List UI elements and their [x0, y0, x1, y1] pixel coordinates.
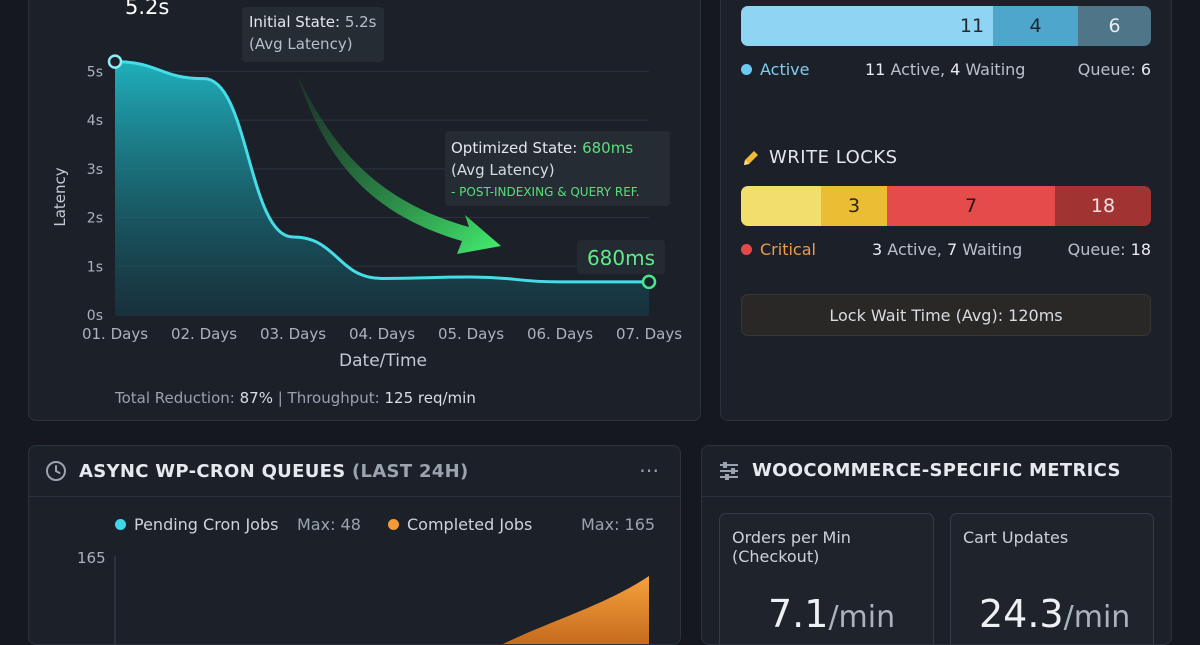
woo-divider — [702, 496, 1171, 497]
latency-line — [114, 60, 649, 284]
write-light-segment[interactable] — [741, 186, 821, 226]
legend-pending: Pending Cron Jobs — [115, 515, 278, 534]
optimized-state-sub: (Avg Latency) — [451, 161, 555, 179]
x-axis-label: Date/Time — [339, 351, 427, 371]
end-value-label: 680ms — [587, 246, 655, 270]
pending-max: Max: 48 — [297, 515, 361, 534]
initial-state-tooltip — [242, 7, 384, 62]
woo-header: WOOCOMMERCE-SPECIFIC METRICS — [718, 460, 1121, 481]
optimized-state-title: Optimized State: — [451, 139, 582, 157]
pencil-icon — [744, 150, 758, 165]
orders-per-min-value: 7.1/min — [768, 592, 896, 636]
y-tick-label: 5s — [87, 64, 103, 80]
cron-divider — [29, 496, 680, 497]
y-tick-label: 2s — [87, 211, 103, 227]
cron-y-max-label: 165 — [77, 549, 106, 567]
orders-per-min-label: Orders per Min (Checkout) — [732, 528, 851, 566]
x-tick-label: 03. Days — [260, 325, 326, 343]
start-value-label: 5.2s — [125, 0, 169, 19]
y-tick-label: 1s — [87, 259, 103, 275]
sliders-icon — [720, 461, 738, 480]
cron-chart: 165 — [77, 549, 649, 644]
initial-state-title: Initial State: — [249, 13, 345, 31]
read-active-segment[interactable]: 11 — [741, 6, 993, 46]
pending-dot-icon — [115, 519, 126, 530]
latency-chart-panel: 0s 1s 2s 3s 4s 5s 01. Days 02. Days 03. Days 04.… — [28, 0, 701, 421]
woocommerce-metrics-panel: WOOCOMMERCE-SPECIFIC METRICS Orders per … — [701, 445, 1172, 645]
read-locks-legend: Active 11 Active, 4 Waiting Queue: 6 — [741, 58, 1151, 82]
write-queue-segment[interactable]: 18 — [1055, 186, 1151, 226]
clock-icon — [46, 461, 66, 481]
write-locks-legend: Critical 3 Active, 7 Waiting Queue: 18 — [741, 238, 1151, 262]
read-waiting-segment[interactable]: 4 — [993, 6, 1078, 46]
optimized-state-value: 680ms — [582, 139, 633, 157]
svg-text:Initial State: 5.2s: Initial State: 5.2s — [249, 13, 377, 31]
read-locks-bar[interactable]: 11 4 6 — [741, 6, 1151, 46]
woo-title: WOOCOMMERCE-SPECIFIC METRICS — [752, 460, 1121, 481]
initial-state-value: 5.2s — [345, 13, 377, 31]
active-dot-icon — [741, 64, 752, 75]
y-axis-label: Latency — [51, 167, 69, 226]
lock-wait-time: Lock Wait Time (Avg): 120ms — [741, 294, 1151, 336]
write-waiting-segment[interactable]: 7 — [887, 186, 1055, 226]
cron-queues-panel: ASYNC WP-CRON QUEUES (LAST 24H) ⋯ Pendin… — [28, 445, 681, 645]
latency-chart: 0s 1s 2s 3s 4s 5s 01. Days 02. Days 03. Days 04.… — [51, 0, 682, 407]
latency-end-point[interactable] — [641, 274, 657, 290]
completed-max: Max: 165 — [581, 515, 656, 534]
improvement-arrow — [297, 75, 501, 254]
cart-updates-card[interactable]: Cart Updates 24.3/min — [950, 513, 1154, 644]
y-tick-label: 4s — [87, 113, 103, 129]
y-tick-label: 3s — [87, 162, 103, 178]
legend-completed: Completed Jobs — [388, 515, 532, 534]
x-tick-label: 05. Days — [438, 325, 504, 343]
read-queue-segment[interactable]: 6 — [1078, 6, 1151, 46]
locks-panel: 11 4 6 Active 11 Active, 4 Waiting Queue… — [720, 0, 1172, 421]
x-tick-label: 01. Days — [82, 325, 148, 343]
more-icon[interactable]: ⋯ — [639, 458, 660, 482]
cron-header: ASYNC WP-CRON QUEUES (LAST 24H) — [45, 460, 469, 482]
completed-jobs-area — [503, 576, 649, 644]
cart-updates-label: Cart Updates — [963, 528, 1069, 547]
x-tick-label: 02. Days — [171, 325, 237, 343]
end-value-badge — [577, 240, 665, 274]
write-locks-bar[interactable]: 3 7 18 — [741, 186, 1151, 226]
completed-dot-icon — [388, 519, 399, 530]
write-active-segment[interactable]: 3 — [821, 186, 887, 226]
x-tick-label: 06. Days — [527, 325, 593, 343]
optimized-state-tooltip — [445, 131, 670, 206]
cron-title: ASYNC WP-CRON QUEUES (LAST 24H) — [79, 460, 469, 482]
latency-footer: Total Reduction: 87% | Throughput: 125 r… — [114, 389, 476, 407]
latency-start-point[interactable] — [107, 54, 123, 69]
y-tick-label: 0s — [87, 308, 103, 324]
optimized-state-note: - POST-INDEXING & QUERY REF. — [451, 185, 640, 199]
critical-dot-icon — [741, 244, 752, 255]
latency-area — [115, 61, 649, 315]
write-locks-title: WRITE LOCKS — [769, 147, 898, 168]
cart-updates-value: 24.3/min — [979, 592, 1131, 636]
x-tick-label: 07. Days — [616, 325, 682, 343]
orders-per-min-card[interactable]: Orders per Min (Checkout) 7.1/min — [719, 513, 934, 644]
initial-state-sub: (Avg Latency) — [249, 35, 353, 53]
write-locks-heading: WRITE LOCKS — [741, 147, 898, 168]
x-tick-label: 04. Days — [349, 325, 415, 343]
svg-text:Optimized State: 680ms: Optimized State: 680ms — [451, 139, 633, 157]
